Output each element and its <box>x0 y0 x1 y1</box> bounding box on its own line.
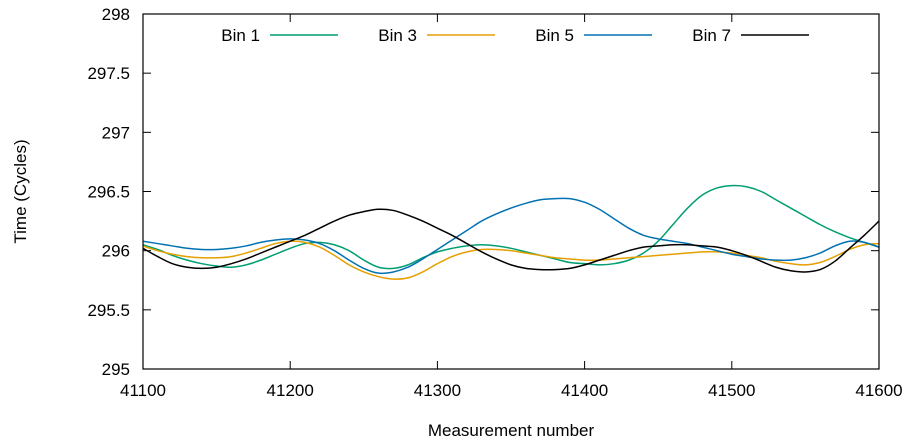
x-tick-label: 41600 <box>855 381 902 400</box>
x-tick-label: 41100 <box>120 381 166 400</box>
y-axis-title: Time (Cycles) <box>11 139 30 243</box>
series-line-2 <box>142 240 880 280</box>
x-tick-label: 41500 <box>708 381 755 400</box>
series-line-1 <box>142 184 880 270</box>
legend: Bin 1 Bin 3 Bin 5 Bin 7 <box>221 26 809 45</box>
y-axis: 295 295.5 296 296.5 297 297.5 298 <box>87 5 879 379</box>
y-tick-label: 297.5 <box>87 64 130 83</box>
plot-frame <box>142 13 880 370</box>
y-tick-label: 296 <box>102 242 130 261</box>
y-tick-label: 295 <box>102 360 130 379</box>
series-line-3 <box>142 197 880 275</box>
y-tick-label: 295.5 <box>87 301 130 320</box>
x-axis-title: Measurement number <box>428 421 595 440</box>
x-axis: 41100 41200 41300 41400 41500 41600 <box>120 14 903 400</box>
y-tick-label: 298 <box>102 5 130 24</box>
x-tick-label: 41300 <box>414 381 461 400</box>
plot-lines <box>142 184 880 280</box>
series-line-4 <box>142 208 880 273</box>
x-tick-label: 41200 <box>267 381 314 400</box>
legend-label-4: Bin 7 <box>692 26 731 45</box>
x-tick-label: 41400 <box>561 381 608 400</box>
y-tick-label: 296.5 <box>87 183 130 202</box>
legend-label-2: Bin 3 <box>378 26 417 45</box>
legend-label-1: Bin 1 <box>221 26 260 45</box>
legend-label-3: Bin 5 <box>535 26 574 45</box>
y-tick-label: 297 <box>102 123 130 142</box>
